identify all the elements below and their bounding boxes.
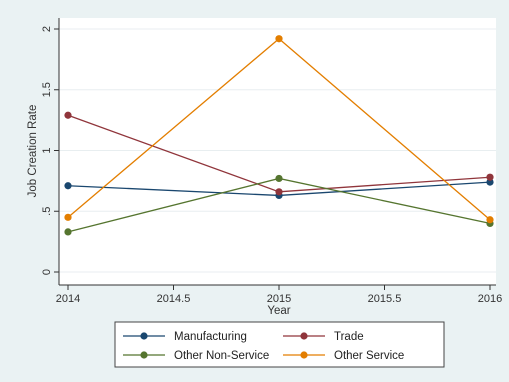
y-axis-title: Job Creation Rate bbox=[27, 105, 39, 198]
legend-marker-manufacturing bbox=[140, 332, 148, 340]
legend-label-other-service: Other Service bbox=[334, 350, 404, 362]
point-trade bbox=[275, 188, 283, 196]
legend-label-other-non-service: Other Non-Service bbox=[174, 350, 269, 362]
legend-marker-other-non-service bbox=[140, 351, 148, 359]
y-tick-label: .5 bbox=[41, 207, 53, 216]
y-tick-label: 0 bbox=[41, 269, 53, 275]
x-tick-label: 2015.5 bbox=[368, 293, 402, 305]
point-other-service bbox=[486, 216, 494, 224]
point-trade bbox=[486, 173, 494, 181]
legend-marker-trade bbox=[300, 332, 308, 340]
y-tick-label: 1 bbox=[41, 147, 53, 153]
point-other-service bbox=[64, 213, 72, 221]
point-other-non-service bbox=[275, 174, 283, 183]
legend-label-trade: Trade bbox=[334, 331, 364, 343]
legend: Manufacturing Trade Other Non-Service Other… bbox=[114, 321, 445, 368]
y-tick-label: 2 bbox=[41, 26, 53, 32]
point-manufacturing bbox=[64, 182, 72, 190]
point-other-non-service bbox=[64, 228, 72, 236]
x-tick-label: 2015 bbox=[267, 293, 291, 305]
legend-box bbox=[114, 321, 445, 368]
x-tick-label: 2014 bbox=[56, 293, 80, 305]
x-axis-title: Year bbox=[267, 305, 290, 317]
legend-marker-other-service bbox=[300, 351, 308, 359]
point-other-service bbox=[275, 35, 283, 43]
legend-label-manufacturing: Manufacturing bbox=[174, 331, 247, 343]
plot-region bbox=[59, 18, 496, 285]
point-trade bbox=[64, 111, 72, 119]
x-tick-label: 2016 bbox=[478, 293, 502, 305]
x-tick-label: 2014.5 bbox=[157, 293, 191, 305]
y-tick-label: 1.5 bbox=[41, 82, 53, 97]
